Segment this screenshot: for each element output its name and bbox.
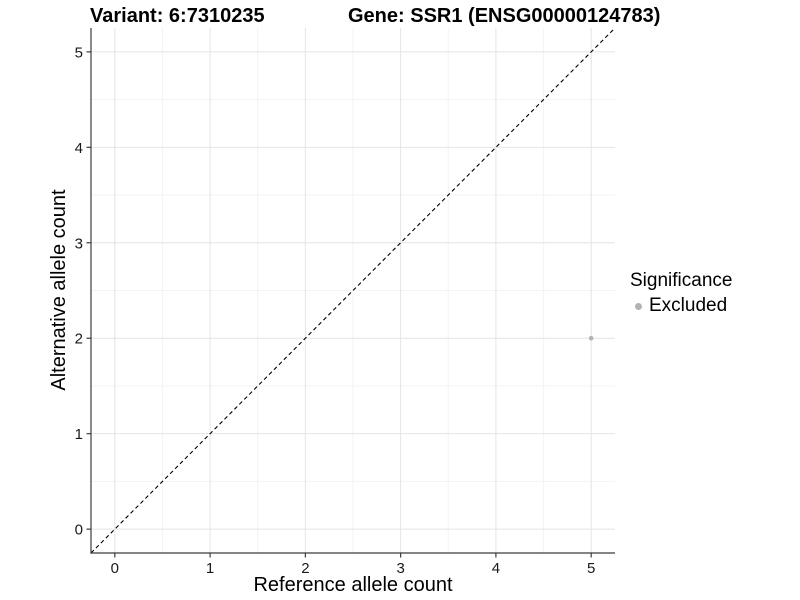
legend: Significance Excluded [630,270,732,317]
x-tick-label: 1 [206,560,214,577]
plot-title-variant: Variant: 6:7310235 [90,5,265,27]
x-tick-label: 2 [301,560,309,577]
x-tick-label: 4 [492,560,500,577]
legend-dot-icon [635,302,642,310]
y-tick-label: 2 [75,331,83,348]
legend-item: Excluded [630,295,732,317]
y-tick-label: 3 [75,235,83,252]
x-tick-label: 5 [587,560,595,577]
x-tick-label: 3 [396,560,404,577]
plot-title-gene: Gene: SSR1 (ENSG00000124783) [348,5,661,27]
y-tick-label: 5 [75,44,83,61]
y-tick-label: 4 [75,140,83,157]
x-axis-title: Reference allele count [253,574,453,596]
y-axis-title: Alternative allele count [48,189,70,391]
data-point [588,335,594,341]
y-tick-label: 1 [75,426,83,443]
legend-item-label: Excluded [649,295,728,316]
legend-title: Significance [630,270,733,291]
x-tick-label: 0 [111,560,119,577]
y-tick-label: 0 [75,522,83,539]
legend-items: Excluded [630,295,732,317]
identity-line [90,27,616,554]
